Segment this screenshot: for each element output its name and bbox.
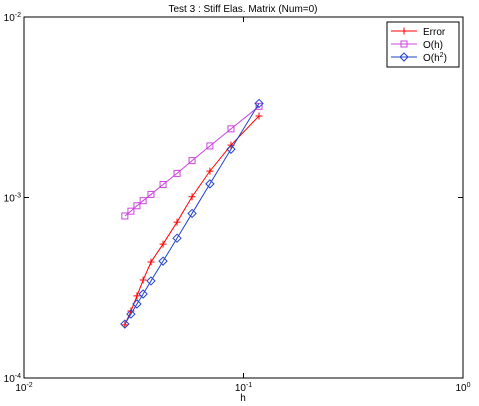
- marker-diamond: [205, 179, 215, 189]
- marker-square: [147, 190, 155, 198]
- legend-marker: [399, 52, 409, 62]
- marker-diamond: [158, 256, 168, 266]
- marker-plus: [147, 258, 155, 266]
- marker-square: [139, 197, 147, 205]
- marker-plus: [173, 218, 181, 226]
- legend-marker: [400, 27, 408, 35]
- marker-square: [133, 202, 141, 210]
- marker-plus: [133, 292, 141, 300]
- series-line: [124, 103, 260, 325]
- legend-label: O(h2): [423, 52, 447, 64]
- marker-diamond: [120, 319, 130, 329]
- marker-plus: [206, 167, 214, 175]
- marker-diamond: [132, 299, 142, 309]
- x-tick-label: 100: [455, 382, 470, 394]
- plot-frame: [23, 16, 464, 379]
- marker-square: [173, 169, 181, 177]
- marker-square: [127, 207, 135, 215]
- marker-plus: [139, 276, 147, 284]
- marker-diamond: [226, 144, 236, 154]
- legend-label: O(h): [423, 40, 443, 51]
- x-tick-label: 10-2: [15, 382, 32, 394]
- marker-plus: [188, 193, 196, 201]
- marker-diamond: [172, 233, 182, 243]
- marker-square: [227, 125, 235, 133]
- marker-square: [159, 181, 167, 189]
- marker-diamond: [126, 309, 136, 319]
- marker-diamond: [254, 98, 264, 109]
- legend-label: Error: [423, 27, 446, 38]
- y-tick-label: 10-2: [4, 12, 21, 24]
- x-tick-label: 10-1: [235, 382, 252, 394]
- series-line: [124, 105, 260, 217]
- marker-diamond: [187, 208, 197, 219]
- marker-square: [255, 102, 263, 110]
- marker-plus: [159, 240, 167, 248]
- chart-title: Test 3 : Stiff Elas. Matrix (Num=0): [168, 4, 317, 15]
- marker-plus: [121, 321, 129, 329]
- x-axis-label: h: [240, 393, 246, 404]
- marker-plus: [255, 112, 263, 120]
- y-tick-label: 10-3: [4, 193, 21, 205]
- marker-square: [206, 142, 214, 150]
- legend-marker: [400, 40, 408, 48]
- marker-square: [188, 157, 196, 165]
- marker-diamond: [146, 276, 156, 286]
- y-tick-label: 10-4: [4, 373, 21, 385]
- marker-square: [121, 212, 129, 220]
- marker-diamond: [138, 289, 148, 299]
